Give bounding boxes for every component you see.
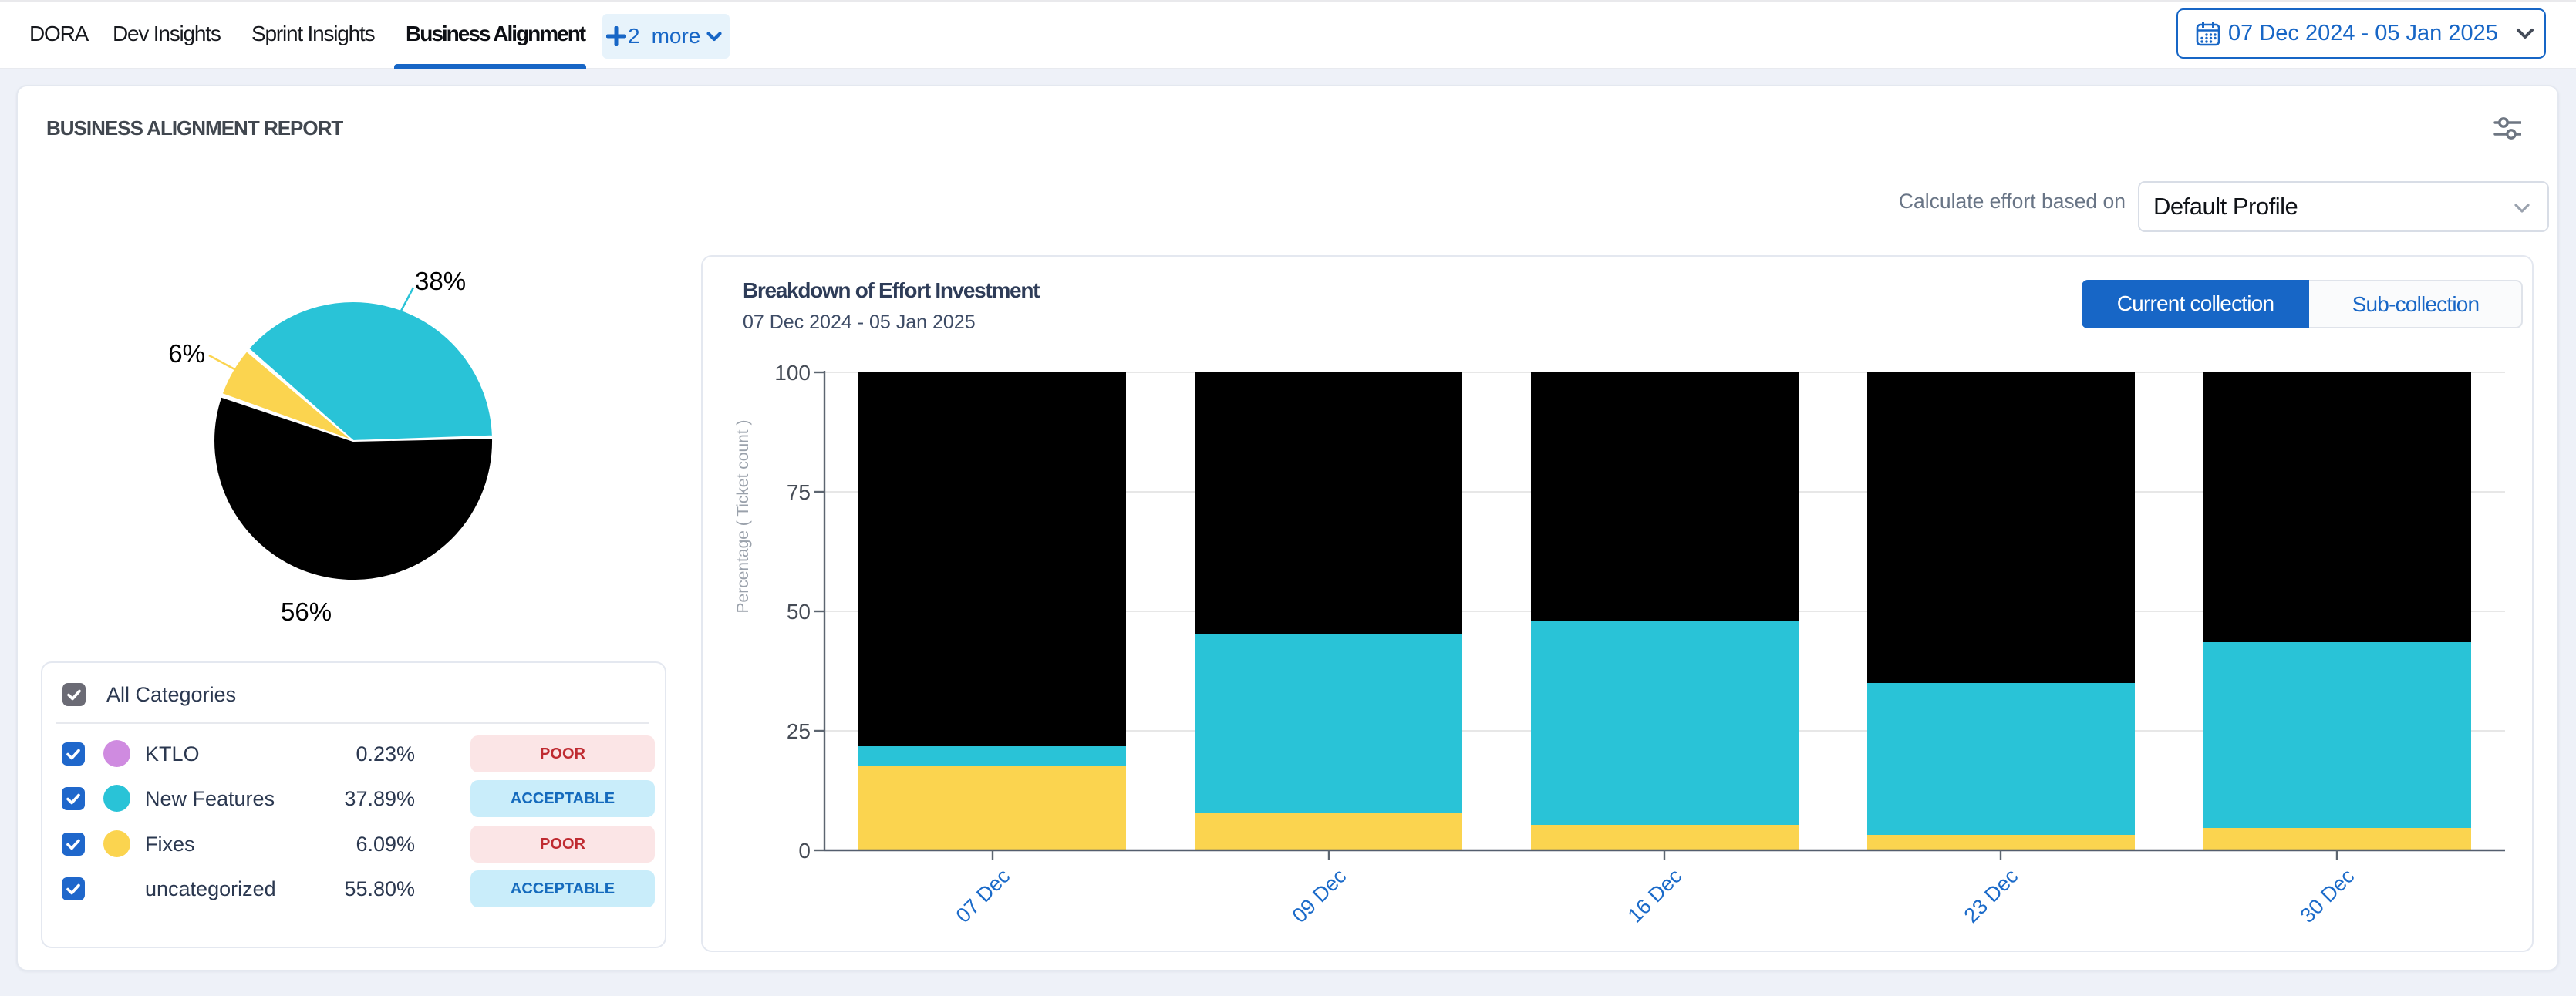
svg-text:09 Dec: 09 Dec	[1288, 864, 1351, 927]
svg-text:23 Dec: 23 Dec	[1960, 864, 2023, 927]
svg-text:0: 0	[798, 839, 811, 863]
svg-text:75: 75	[787, 480, 811, 504]
svg-text:56%: 56%	[281, 597, 332, 626]
svg-text:07 Dec: 07 Dec	[952, 864, 1015, 927]
svg-text:30 Dec: 30 Dec	[2296, 864, 2359, 927]
svg-text:50: 50	[787, 600, 811, 624]
svg-text:38%: 38%	[415, 267, 466, 295]
svg-text:Percentage ( Ticket count ): Percentage ( Ticket count )	[734, 420, 752, 614]
svg-text:100: 100	[774, 361, 811, 385]
svg-text:16 Dec: 16 Dec	[1623, 864, 1687, 927]
svg-text:6%: 6%	[168, 339, 205, 368]
svg-text:25: 25	[787, 719, 811, 743]
